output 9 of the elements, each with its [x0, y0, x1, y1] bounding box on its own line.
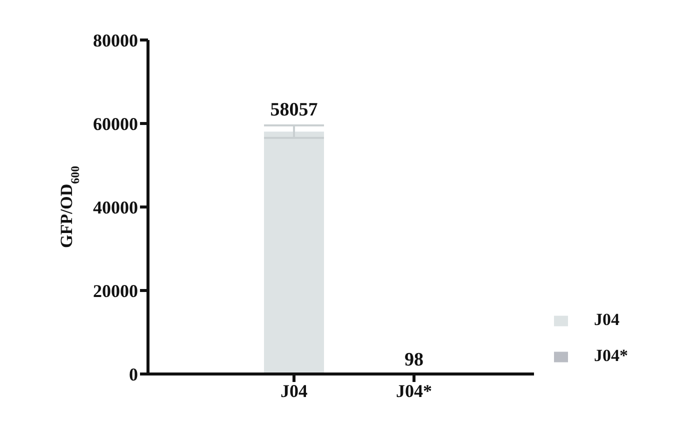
y-tick-label: 60000 — [93, 114, 138, 134]
legend-label: J04 — [594, 310, 620, 329]
y-tick-label: 20000 — [93, 280, 138, 301]
legend-label: J04* — [594, 346, 628, 365]
y-tick-label: 80000 — [93, 30, 138, 50]
y-tick-label: 40000 — [93, 197, 138, 218]
y-tick-label: 0 — [129, 364, 138, 384]
data-label: 58057 — [270, 100, 318, 121]
data-label: 98 — [404, 350, 424, 371]
